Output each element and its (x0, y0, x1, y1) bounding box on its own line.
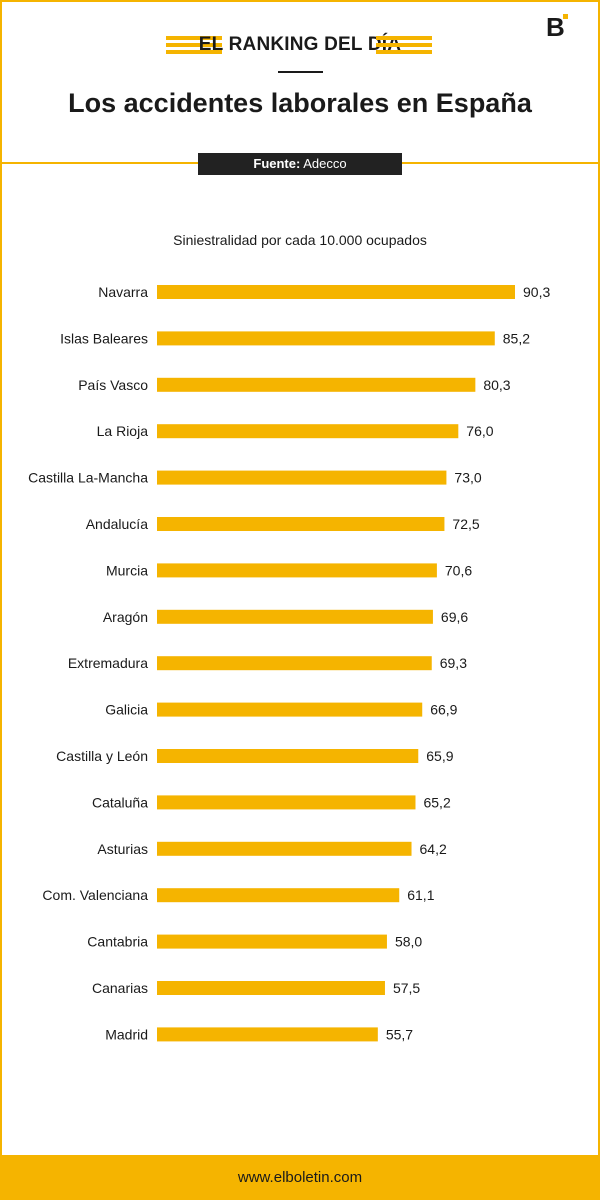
bar (157, 563, 437, 578)
bar (157, 609, 433, 624)
right-stripes (376, 36, 432, 57)
value-label: 72,5 (452, 516, 479, 532)
title-divider (278, 71, 323, 73)
bar (157, 331, 495, 346)
value-label: 80,3 (483, 377, 510, 393)
value-label: 61,1 (407, 887, 434, 903)
category-label: Asturias (97, 841, 148, 857)
source-value: Adecco (303, 156, 347, 171)
value-label: 76,0 (466, 423, 493, 439)
bar (157, 841, 412, 856)
value-label: 69,3 (440, 655, 467, 671)
brand-logo: B (546, 12, 572, 42)
source-badge: Fuente: Adecco (198, 153, 402, 175)
category-label: Extremadura (68, 655, 148, 671)
chart-title: Siniestralidad por cada 10.000 ocupados (173, 232, 427, 248)
bar (157, 981, 385, 995)
ranking-label: EL RANKING DEL DÍA (198, 34, 402, 55)
value-label: 90,3 (523, 284, 550, 300)
category-label: Islas Baleares (60, 330, 148, 346)
svg-text:B: B (546, 12, 565, 40)
value-label: 73,0 (454, 470, 481, 486)
category-label: Cantabria (87, 934, 148, 950)
category-label: Castilla La-Mancha (28, 470, 148, 486)
page-title: Los accidentes laborales en España (68, 88, 532, 118)
value-label: 66,9 (430, 702, 457, 718)
category-label: Navarra (98, 284, 148, 300)
bar (157, 377, 476, 392)
bar (157, 517, 445, 531)
category-label: Galicia (105, 702, 148, 718)
bar (157, 424, 459, 439)
category-label: Cataluña (92, 794, 148, 810)
value-label: 85,2 (503, 330, 530, 346)
value-label: 65,2 (423, 794, 450, 810)
value-label: 64,2 (420, 841, 447, 857)
bar (157, 285, 515, 299)
ranking-banner: EL RANKING DEL DÍA (0, 34, 600, 58)
category-label: Com. Valenciana (42, 887, 148, 903)
bar (157, 702, 423, 717)
category-label: Murcia (106, 562, 148, 578)
left-stripes (166, 36, 222, 57)
category-label: Aragón (103, 609, 148, 625)
bar (157, 656, 432, 671)
value-label: 65,9 (426, 748, 453, 764)
footer-url[interactable]: www.elboletin.com (237, 1169, 363, 1186)
footer: www.elboletin.com (0, 1155, 600, 1200)
bar-chart: Navarra 90,3 Islas Baleares 85,2 País Vasco 8… (28, 284, 550, 1042)
value-label: 69,6 (441, 609, 468, 625)
bar (157, 934, 387, 949)
source-label: Fuente: (253, 156, 301, 171)
value-label: 58,0 (395, 934, 422, 950)
bar (157, 470, 447, 485)
category-label: Canarias (92, 980, 148, 996)
category-label: Castilla y León (56, 748, 148, 764)
bar (157, 888, 400, 903)
value-label: 57,5 (393, 980, 420, 996)
category-label: La Rioja (97, 423, 149, 439)
header: B EL RANKING DEL DÍA Los accidentes labo… (0, 0, 600, 164)
category-label: País Vasco (78, 377, 148, 393)
value-label: 55,7 (386, 1026, 413, 1042)
bar (157, 795, 416, 810)
category-label: Madrid (105, 1026, 148, 1042)
bar (157, 1027, 378, 1042)
category-label: Andalucía (86, 516, 148, 532)
value-label: 70,6 (445, 562, 472, 578)
bar (157, 749, 419, 763)
